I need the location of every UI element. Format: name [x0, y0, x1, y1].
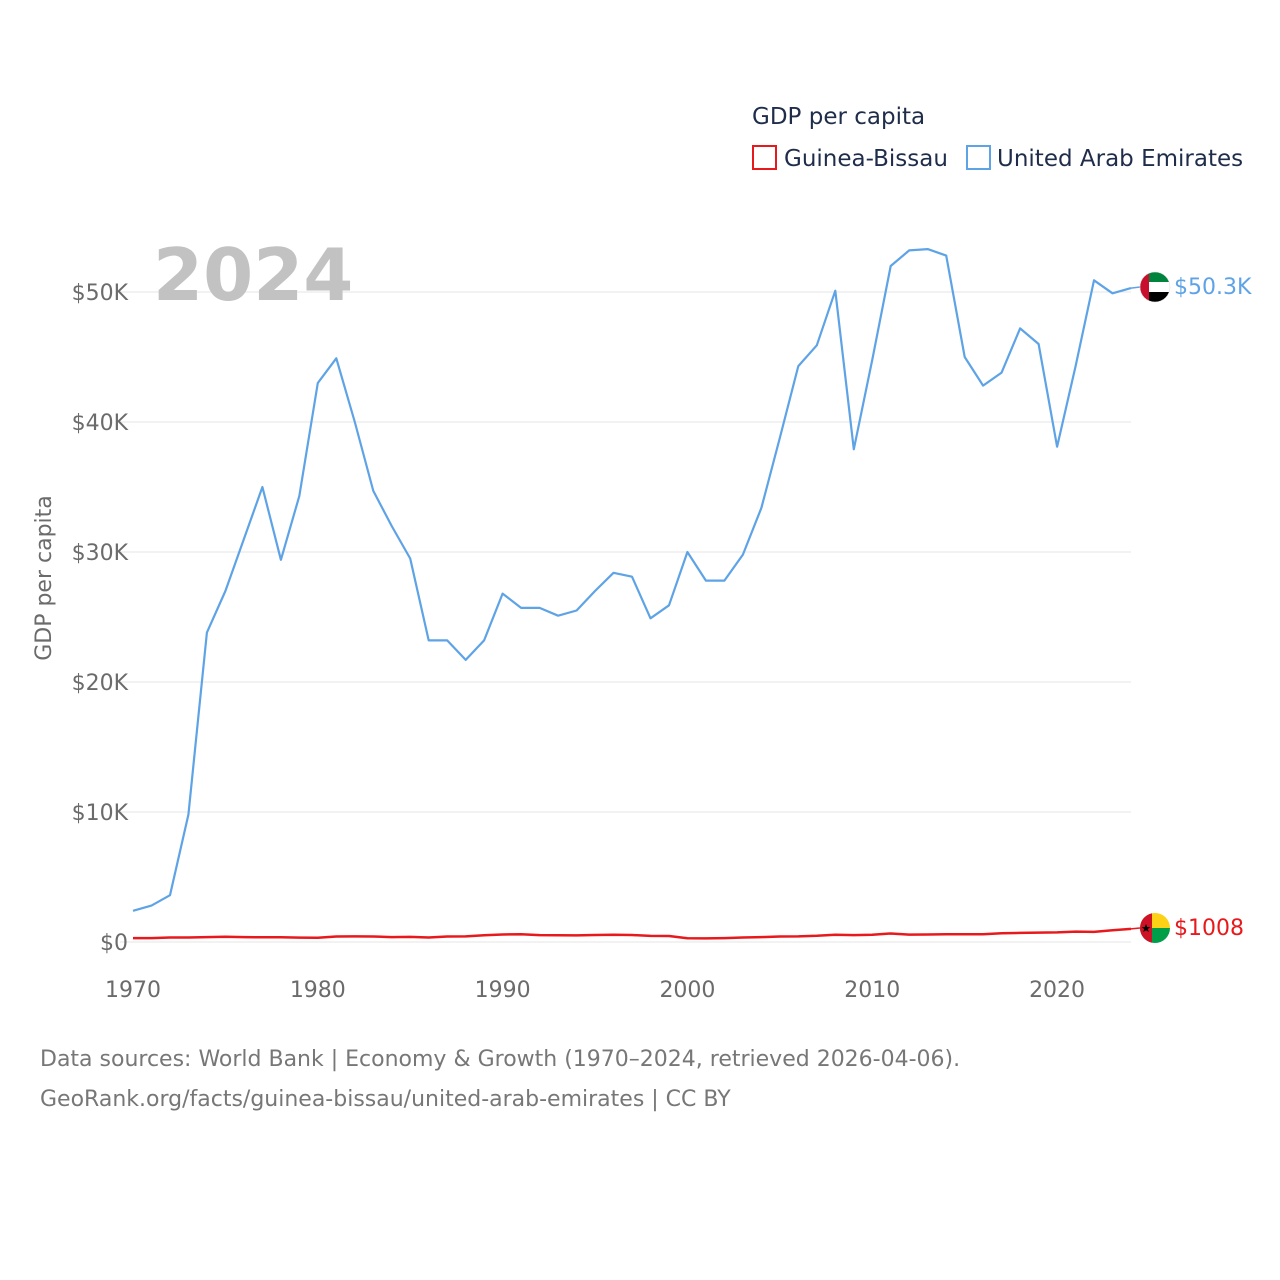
legend-item-guinea-bissau[interactable]: Guinea-Bissau: [752, 145, 948, 172]
x-tick-label: 2010: [844, 978, 900, 1003]
y-axis-label: GDP per capita: [32, 495, 57, 661]
end-value-label-united-arab-emirates: $50.3K: [1174, 275, 1252, 300]
legend-title: GDP per capita: [752, 104, 925, 130]
series-line-united-arab-emirates: [132, 248, 1132, 912]
x-axis-ticks: 1970 1980 1990 2000 2010 2020: [105, 978, 1085, 1003]
source-note: Data sources: World Bank | Economy & Gro…: [40, 1040, 960, 1120]
x-tick-label: 2000: [659, 978, 715, 1003]
legend-item-united-arab-emirates[interactable]: United Arab Emirates: [966, 145, 1243, 172]
source-line-1: Data sources: World Bank | Economy & Gro…: [40, 1047, 961, 1072]
series-line-guinea-bissau: [133, 927, 1132, 940]
y-tick-label: $40K: [72, 411, 129, 436]
end-connector-guinea-bissau: [1130, 927, 1141, 930]
guinea-bissau-flag-icon: [1140, 913, 1170, 943]
y-tick-label: $0: [100, 931, 128, 956]
x-tick-label: 1980: [290, 978, 346, 1003]
y-tick-label: $50K: [72, 281, 129, 306]
y-tick-label: $20K: [72, 671, 129, 696]
y-axis-ticks: $0 $10K $20K $30K $40K $50K: [72, 281, 129, 956]
x-tick-label: 2020: [1029, 978, 1085, 1003]
end-value-label-guinea-bissau: $1008: [1174, 916, 1244, 941]
legend-swatch-united-arab-emirates: [966, 145, 991, 170]
x-tick-label: 1970: [105, 978, 161, 1003]
grid: [120, 291, 1131, 943]
y-tick-label: $10K: [72, 801, 129, 826]
y-tick-label: $30K: [72, 541, 129, 566]
source-line-2[interactable]: GeoRank.org/facts/guinea-bissau/united-a…: [40, 1087, 731, 1112]
legend-label-united-arab-emirates: United Arab Emirates: [997, 146, 1243, 172]
year-label: 2024: [153, 233, 353, 317]
x-tick-label: 1990: [475, 978, 531, 1003]
legend-label-guinea-bissau: Guinea-Bissau: [784, 146, 948, 172]
uae-flag-icon: [1140, 272, 1170, 302]
end-connector-united-arab-emirates: [1130, 286, 1141, 289]
legend-swatch-guinea-bissau: [752, 145, 777, 170]
